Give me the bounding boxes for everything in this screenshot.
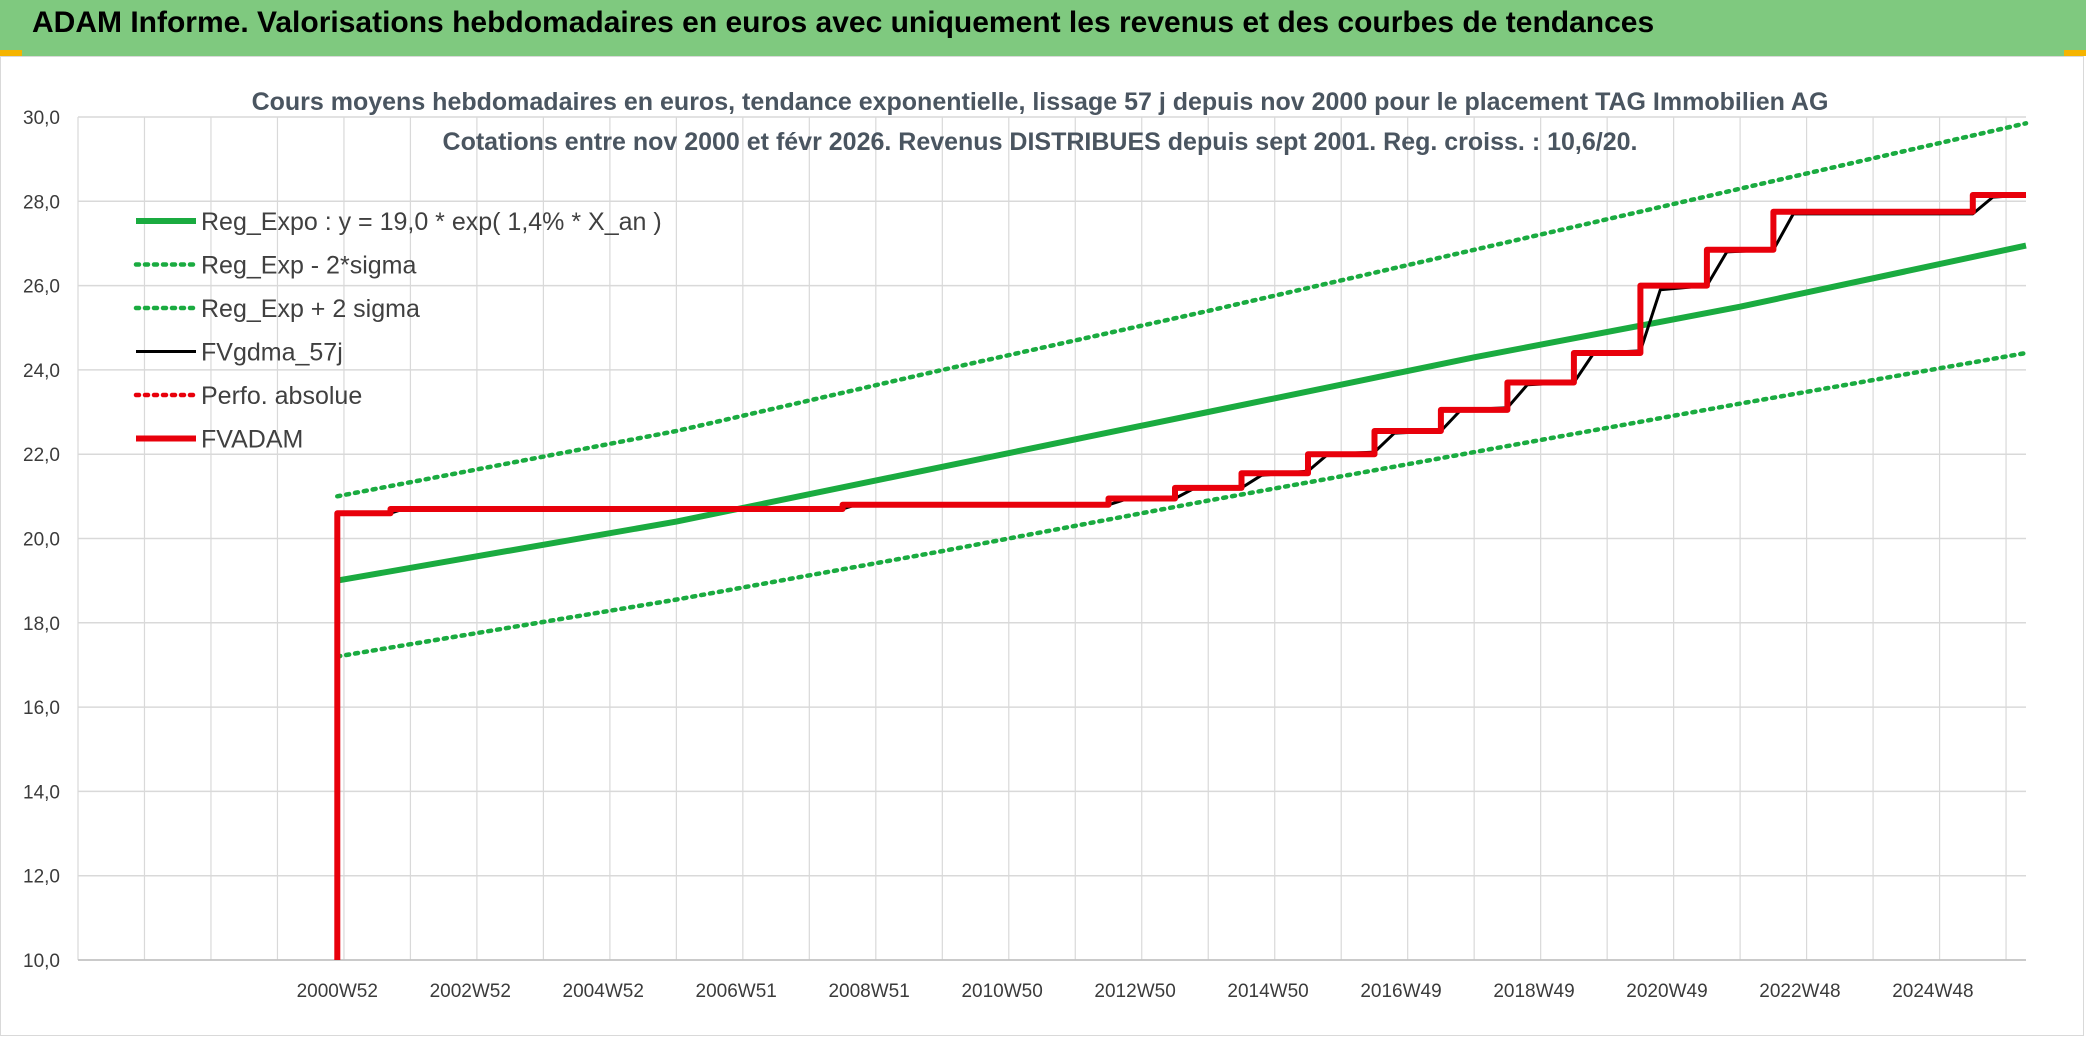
- header-bar: ADAM Informe. Valorisations hebdomadaire…: [0, 0, 2086, 56]
- x-tick-label: 2000W52: [297, 981, 378, 1002]
- corner-accent-left: [0, 50, 22, 56]
- chart-grid: [77, 116, 2026, 961]
- x-tick-label: 2008W51: [828, 981, 909, 1002]
- y-tick-label: 18,0: [23, 614, 60, 635]
- legend-label: Reg_Exp - 2*sigma: [201, 252, 416, 280]
- x-tick-label: 2016W49: [1360, 981, 1441, 1002]
- legend-label: Reg_Exp + 2 sigma: [201, 295, 420, 323]
- corner-accent-right: [2064, 50, 2086, 56]
- chart-legend: Reg_Expo : y = 19,0 * exp( 1,4% * X_an )…: [133, 208, 662, 454]
- y-tick-label: 22,0: [23, 445, 60, 466]
- series-line-1: [335, 350, 2029, 659]
- chart-title: Cours moyens hebdomadaires en euros, ten…: [252, 88, 1829, 116]
- legend-label: Reg_Expo : y = 19,0 * exp( 1,4% * X_an ): [201, 208, 662, 236]
- chart-series: [334, 121, 2029, 960]
- y-tick-label: 16,0: [23, 698, 60, 719]
- x-tick-label: 2022W48: [1759, 981, 1840, 1002]
- y-tick-label: 20,0: [23, 530, 60, 551]
- y-tick-label: 24,0: [23, 361, 60, 382]
- series-line-5: [334, 192, 2026, 960]
- y-tick-label: 14,0: [23, 782, 60, 803]
- x-tick-label: 2012W50: [1094, 981, 1175, 1002]
- series-line-2: [335, 121, 2029, 499]
- chart-frame: [0, 56, 2084, 1036]
- y-axis-ticks: 10,0 12,0 14,0 16,0 18,0 20,0 22,0 24,0 26,0 28,0…: [23, 108, 60, 972]
- x-tick-label: 2004W52: [563, 981, 644, 1002]
- y-tick-label: 26,0: [23, 277, 60, 298]
- x-tick-label: 2024W48: [1892, 981, 1973, 1002]
- chart-subtitle: Cotations entre nov 2000 et févr 2026. R…: [443, 128, 1638, 156]
- x-tick-label: 2018W49: [1493, 981, 1574, 1002]
- x-tick-label: 2006W51: [696, 981, 777, 1002]
- legend-label: FVADAM: [201, 426, 303, 454]
- x-tick-label: 2010W50: [961, 981, 1042, 1002]
- series-line-0: [336, 242, 2027, 584]
- y-tick-label: 28,0: [23, 192, 60, 213]
- legend-label: FVgdma_57j: [201, 339, 343, 367]
- x-tick-label: 2020W49: [1626, 981, 1707, 1002]
- x-tick-label: 2014W50: [1227, 981, 1308, 1002]
- legend-label: Perfo. absolue: [201, 382, 362, 410]
- y-tick-label: 10,0: [23, 951, 60, 972]
- y-tick-label: 30,0: [23, 108, 60, 129]
- report-title: ADAM Informe. Valorisations hebdomadaire…: [32, 6, 1655, 39]
- x-axis-ticks: 2000W52 2002W52 2004W52 2006W51 2008W51 2010W…: [297, 981, 1974, 1002]
- x-tick-label: 2002W52: [430, 981, 511, 1002]
- y-tick-label: 12,0: [23, 867, 60, 888]
